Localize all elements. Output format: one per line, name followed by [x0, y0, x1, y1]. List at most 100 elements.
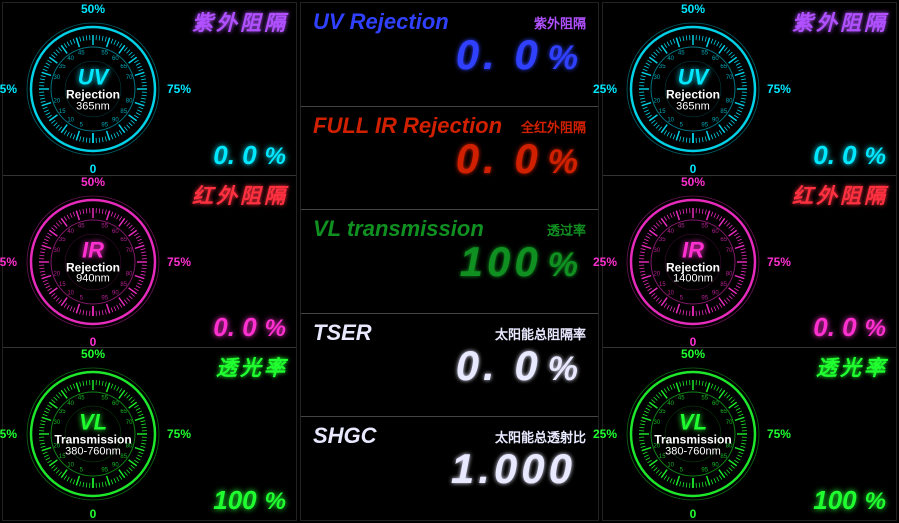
svg-text:65: 65 — [720, 237, 727, 243]
gauge-center-vl: VL Transmission 380-760nm — [54, 411, 131, 458]
gauge-value-ir: 0. 0 % — [213, 312, 286, 343]
tick-label-75: 75% — [767, 427, 791, 441]
gauge-value-vl: 100 % — [213, 485, 286, 516]
gauge-value-unit: % — [265, 315, 286, 343]
gauge-value-number: 0. 0 — [813, 140, 856, 171]
svg-text:55: 55 — [701, 223, 708, 229]
mid-value-2: 100% — [313, 238, 586, 286]
svg-text:65: 65 — [720, 64, 727, 70]
mid-value-number: 1.000 — [451, 445, 576, 492]
svg-text:80: 80 — [726, 98, 733, 104]
mid-value-unit: % — [548, 39, 582, 77]
mid-cn-2: 透过率 — [547, 220, 586, 239]
mid-row-4: SHGC 太阳能总透射比 1.000 — [301, 417, 598, 520]
left-gauge-vl: 50% 75% 0 25% 51015203035404555606570808… — [3, 349, 183, 519]
gauge-center-big: IR — [66, 238, 120, 261]
gauge-value-number: 100 — [213, 485, 256, 516]
gauge-center-small: 365nm — [66, 101, 120, 113]
gauge-label-cn-uv: 紫外阻隔 — [792, 7, 888, 37]
svg-text:85: 85 — [720, 281, 727, 287]
tick-label-75: 75% — [167, 255, 191, 269]
right-gauge-uv: 50% 75% 0 25% 51015203035404555606570808… — [603, 4, 783, 174]
svg-text:30: 30 — [654, 247, 661, 253]
gauge-value-unit: % — [865, 315, 886, 343]
gauge-value-uv: 0. 0 % — [213, 140, 286, 171]
svg-text:10: 10 — [67, 117, 74, 123]
gauge-value-number: 0. 0 — [213, 312, 256, 343]
tick-label-25: 25% — [0, 427, 17, 441]
mid-cn-3: 太阳能总阻隔率 — [495, 324, 586, 343]
tick-label-25: 25% — [593, 427, 617, 441]
mid-value-3: 0. 0% — [313, 342, 586, 390]
svg-text:10: 10 — [667, 462, 674, 468]
gauge-value-unit: % — [865, 488, 886, 516]
svg-text:40: 40 — [667, 56, 674, 62]
mid-value-number: 0. 0 — [456, 342, 542, 389]
gauge-value-vl: 100 % — [813, 485, 886, 516]
svg-text:65: 65 — [120, 237, 127, 243]
svg-text:90: 90 — [712, 462, 719, 468]
svg-text:30: 30 — [54, 75, 61, 81]
gauge-value-number: 100 — [813, 485, 856, 516]
gauge-center-mid: Rejection — [666, 261, 720, 274]
svg-text:85: 85 — [120, 281, 127, 287]
gauge-label-cn-vl: 透光率 — [816, 352, 888, 382]
svg-text:95: 95 — [701, 468, 708, 474]
svg-text:40: 40 — [67, 228, 74, 234]
right-gauge-row-uv: 50% 75% 0 25% 51015203035404555606570808… — [603, 3, 896, 176]
svg-text:80: 80 — [126, 98, 133, 104]
svg-text:45: 45 — [678, 50, 685, 56]
gauge-label-cn-ir: 红外阻隔 — [792, 180, 888, 210]
mid-value-1: 0. 0% — [313, 135, 586, 183]
svg-text:90: 90 — [112, 462, 119, 468]
left-gauge-panel: 50% 75% 0 25% 51015203035404555606570808… — [2, 2, 297, 521]
gauge-center-small: 380-760nm — [54, 446, 131, 458]
svg-text:60: 60 — [112, 56, 119, 62]
gauge-center-small: 380-760nm — [654, 446, 731, 458]
mid-row-0: UV Rejection 紫外阻隔 0. 0% — [301, 3, 598, 107]
svg-text:55: 55 — [101, 50, 108, 56]
gauge-center-big: VL — [654, 411, 731, 434]
tick-label-50: 50% — [81, 347, 105, 361]
mid-cn-4: 太阳能总透射比 — [495, 427, 586, 446]
gauge-center-big: UV — [66, 65, 120, 88]
gauge-center-vl: VL Transmission 380-760nm — [654, 411, 731, 458]
tick-label-75: 75% — [167, 82, 191, 96]
left-gauge-row-ir: 50% 75% 0 25% 51015203035404555606570808… — [3, 176, 296, 349]
gauge-center-big: IR — [666, 238, 720, 261]
right-gauge-row-ir: 50% 75% 0 25% 51015203035404555606570808… — [603, 176, 896, 349]
svg-text:65: 65 — [120, 64, 127, 70]
svg-text:45: 45 — [678, 223, 685, 229]
tick-label-25: 25% — [593, 82, 617, 96]
mid-cn-0: 紫外阻隔 — [534, 13, 586, 32]
gauge-center-mid: Transmission — [654, 434, 731, 447]
svg-text:55: 55 — [101, 223, 108, 229]
mid-row-2: VL transmission 透过率 100% — [301, 210, 598, 314]
tick-label-0: 0 — [690, 507, 697, 521]
svg-text:40: 40 — [67, 401, 74, 407]
svg-text:20: 20 — [54, 271, 61, 277]
gauge-center-small: 1400nm — [666, 274, 720, 286]
svg-text:30: 30 — [54, 247, 61, 253]
tick-label-50: 50% — [681, 175, 705, 189]
mid-value-4: 1.000 — [313, 445, 586, 493]
svg-text:60: 60 — [712, 56, 719, 62]
svg-text:55: 55 — [101, 396, 108, 402]
gauge-center-ir: IR Rejection 940nm — [66, 238, 120, 285]
mid-row-1: FULL IR Rejection 全红外阻隔 0. 0% — [301, 107, 598, 211]
gauge-center-ir: IR Rejection 1400nm — [666, 238, 720, 285]
gauge-value-unit: % — [265, 143, 286, 171]
mid-value-number: 100 — [460, 238, 542, 285]
tick-label-50: 50% — [681, 2, 705, 16]
svg-text:95: 95 — [701, 295, 708, 301]
svg-text:70: 70 — [126, 75, 133, 81]
gauge-center-mid: Rejection — [66, 261, 120, 274]
svg-text:45: 45 — [678, 396, 685, 402]
svg-text:95: 95 — [701, 123, 708, 129]
svg-text:20: 20 — [654, 98, 661, 104]
gauge-center-big: VL — [54, 411, 131, 434]
gauge-center-small: 365nm — [666, 101, 720, 113]
gauge-label-cn-ir: 红外阻隔 — [192, 180, 288, 210]
svg-text:95: 95 — [101, 295, 108, 301]
svg-text:45: 45 — [78, 223, 85, 229]
